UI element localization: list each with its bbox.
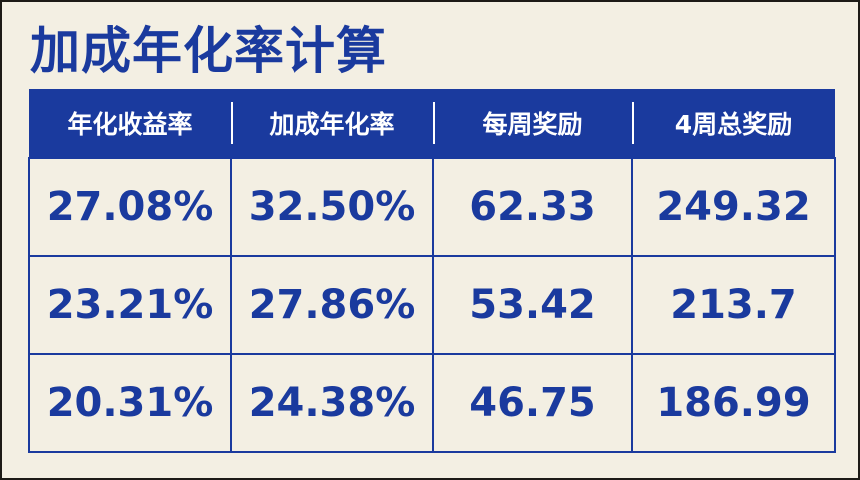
table-row: 23.21% 27.86% 53.42 213.7 <box>28 255 836 355</box>
rate-table: 年化收益率 加成年化率 每周奖励 4周总奖励 27.08% 32.50% 62.… <box>28 89 836 453</box>
header-annual-yield: 年化收益率 <box>29 89 231 158</box>
cell: 23.21% <box>28 255 232 355</box>
cell: 213.7 <box>631 255 836 355</box>
cell: 186.99 <box>631 353 836 453</box>
cell: 62.33 <box>432 157 633 257</box>
cell: 20.31% <box>28 353 232 453</box>
header-weekly-reward: 每周奖励 <box>433 89 632 158</box>
cell: 46.75 <box>432 353 633 453</box>
table-header-row: 年化收益率 加成年化率 每周奖励 4周总奖励 <box>29 89 835 158</box>
cell: 24.38% <box>230 353 434 453</box>
cell: 53.42 <box>432 255 633 355</box>
header-4week-reward: 4周总奖励 <box>632 89 835 158</box>
table-row: 20.31% 24.38% 46.75 186.99 <box>28 353 836 453</box>
page-title: 加成年化率计算 <box>30 22 387 80</box>
cell: 32.50% <box>230 157 434 257</box>
cell: 27.86% <box>230 255 434 355</box>
cell: 249.32 <box>631 157 836 257</box>
cell: 27.08% <box>28 157 232 257</box>
table-row: 27.08% 32.50% 62.33 249.32 <box>28 157 836 257</box>
header-boosted-rate: 加成年化率 <box>231 89 433 158</box>
